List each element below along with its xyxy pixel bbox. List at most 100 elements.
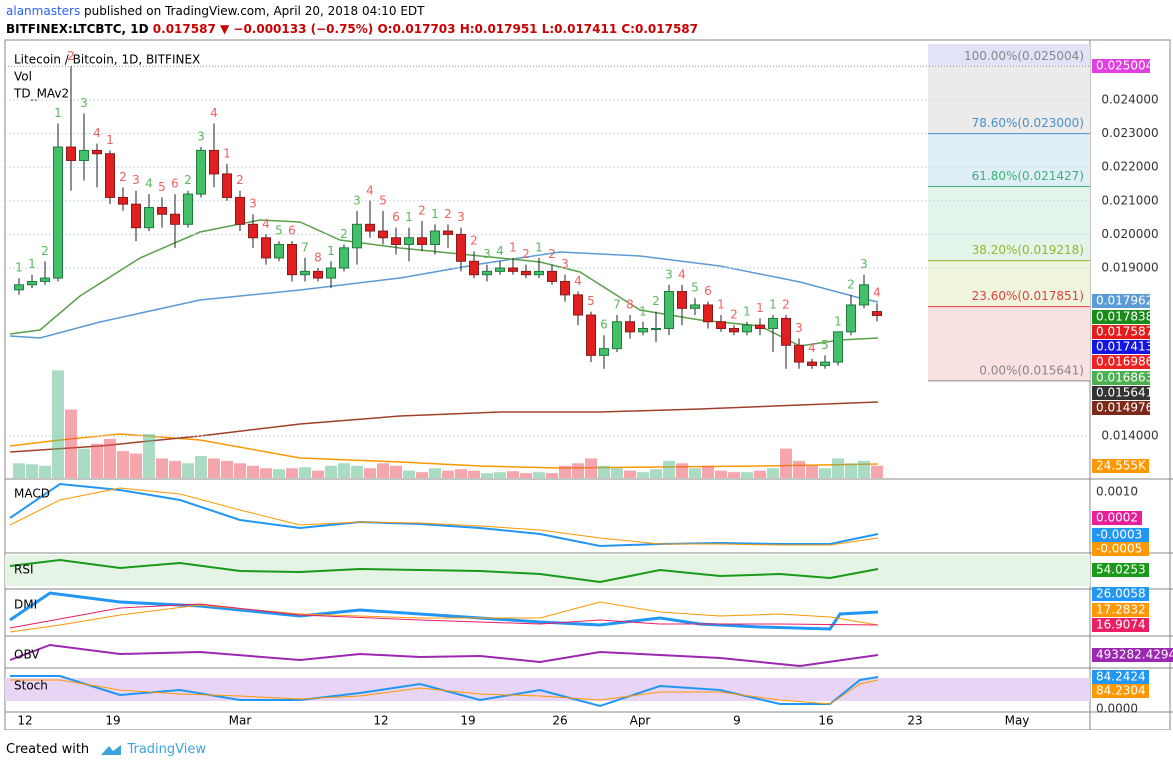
candle-body <box>456 233 466 262</box>
symbol: BITFINEX:LTCBTC, 1D <box>6 22 149 36</box>
td-count: 1 <box>535 240 543 254</box>
td-count: 2 <box>782 298 790 312</box>
volume-bar <box>832 458 844 478</box>
panel-tag-label: 0.0010 <box>1096 485 1138 499</box>
candle-body <box>859 284 869 306</box>
x-tick-label: 16 <box>818 714 833 728</box>
stoch-d <box>10 679 879 705</box>
volume-bar <box>78 448 90 478</box>
panel-tag <box>1092 670 1149 684</box>
td-count: 2 <box>67 49 75 63</box>
td-count: 1 <box>431 207 439 221</box>
td-count: 2 <box>444 207 452 221</box>
td-count: 2 <box>730 308 738 322</box>
vol-ma <box>9 433 879 469</box>
panel-title: MACD <box>14 487 50 501</box>
last: 0.017587 <box>152 22 216 36</box>
candle-body <box>677 291 687 309</box>
volume-bar <box>546 473 558 478</box>
volume-bar <box>52 370 64 478</box>
fib-label: 78.60%(0.023000) <box>972 116 1084 130</box>
candle-body <box>27 280 37 286</box>
price-tag <box>1092 401 1150 415</box>
volume-bar <box>442 470 454 478</box>
td-count: 2 <box>470 234 478 248</box>
candle-body <box>339 247 349 269</box>
price-tag-label: 0.017587 <box>1096 325 1153 339</box>
panel-title: DMI <box>14 598 37 612</box>
open: O:0.017703 <box>377 22 456 36</box>
td-count: 5 <box>691 281 699 295</box>
x-tick-label: 19 <box>105 714 120 728</box>
macd-line <box>9 482 879 548</box>
td-count: 4 <box>808 341 816 355</box>
td-count: 4 <box>210 106 218 120</box>
panel-tag-label: -0.0005 <box>1096 542 1142 556</box>
volume-bar <box>845 463 857 478</box>
td-count: 2 <box>184 173 192 187</box>
td-count: 5 <box>379 193 387 207</box>
candle-body <box>521 270 531 276</box>
td-count: 1 <box>834 314 842 328</box>
td-count: 3 <box>665 267 673 281</box>
candle-body <box>586 314 596 356</box>
candle-body <box>482 270 492 276</box>
candle-body <box>560 280 570 296</box>
volume-bar <box>780 448 792 478</box>
volume-bar <box>871 465 883 478</box>
legend-vol: Vol <box>14 70 32 84</box>
candle-body <box>183 193 193 225</box>
td-count: 2 <box>847 277 855 291</box>
volume-bar <box>130 453 142 478</box>
candle-body <box>755 324 765 329</box>
x-tick-label: 12 <box>17 714 32 728</box>
panel-tag-label: -0.0003 <box>1096 528 1142 542</box>
volume-bar <box>767 468 779 478</box>
high: H:0.017951 <box>459 22 538 36</box>
volume-bar <box>858 460 870 478</box>
dmi-plus <box>9 591 879 631</box>
td-count: 3 <box>483 247 491 261</box>
candle-body <box>729 327 739 333</box>
td-count: 1 <box>327 244 335 258</box>
x-tick-label: 9 <box>733 714 741 728</box>
volume-bar <box>481 473 493 478</box>
panel-tag <box>1092 684 1149 698</box>
td-count: 5 <box>821 338 829 352</box>
rsi-line <box>9 558 879 584</box>
macd-signal <box>9 487 879 546</box>
y-tick-label: 0.014000 <box>1101 429 1158 443</box>
brand[interactable]: TradingView <box>127 742 206 757</box>
author[interactable]: alanmasters <box>6 4 81 18</box>
x-tick-label: May <box>1005 714 1030 728</box>
price-tag <box>1092 355 1150 369</box>
candle-body <box>274 243 284 259</box>
ma-green <box>9 219 879 347</box>
candle-body <box>287 243 297 276</box>
candle-body <box>157 207 167 215</box>
td-count: 3 <box>132 173 140 187</box>
candle-body <box>417 237 427 245</box>
candle-body <box>495 267 505 272</box>
td-count: 1 <box>106 133 114 147</box>
panel-tag-label: 84.2304 <box>1096 684 1146 698</box>
td-count: 6 <box>288 224 296 238</box>
chart: Litecoin / Bitcoin, 1D, BITFINEX Vol TD_… <box>4 39 1173 730</box>
candle-body <box>872 311 882 316</box>
y-tick-label: 0.019000 <box>1101 261 1158 275</box>
volume-bar <box>91 443 103 478</box>
y-tick-label: 0.021000 <box>1101 193 1158 207</box>
volume-bar <box>468 470 480 478</box>
y-tick-label: 0.022000 <box>1101 160 1158 174</box>
td-count: 4 <box>873 286 881 300</box>
candle-body <box>846 304 856 333</box>
volume-bar <box>611 468 623 478</box>
candle-body <box>469 260 479 276</box>
candle-body <box>599 348 609 356</box>
td-count: 2 <box>41 244 49 258</box>
legend-td: TD_MAv2 <box>13 87 69 101</box>
publish-line: alanmasters published on TradingView.com… <box>6 4 425 18</box>
panel-title: RSI <box>14 563 34 577</box>
volume-bar <box>637 472 649 478</box>
panel-tag-label: 16.9074 <box>1096 618 1146 632</box>
